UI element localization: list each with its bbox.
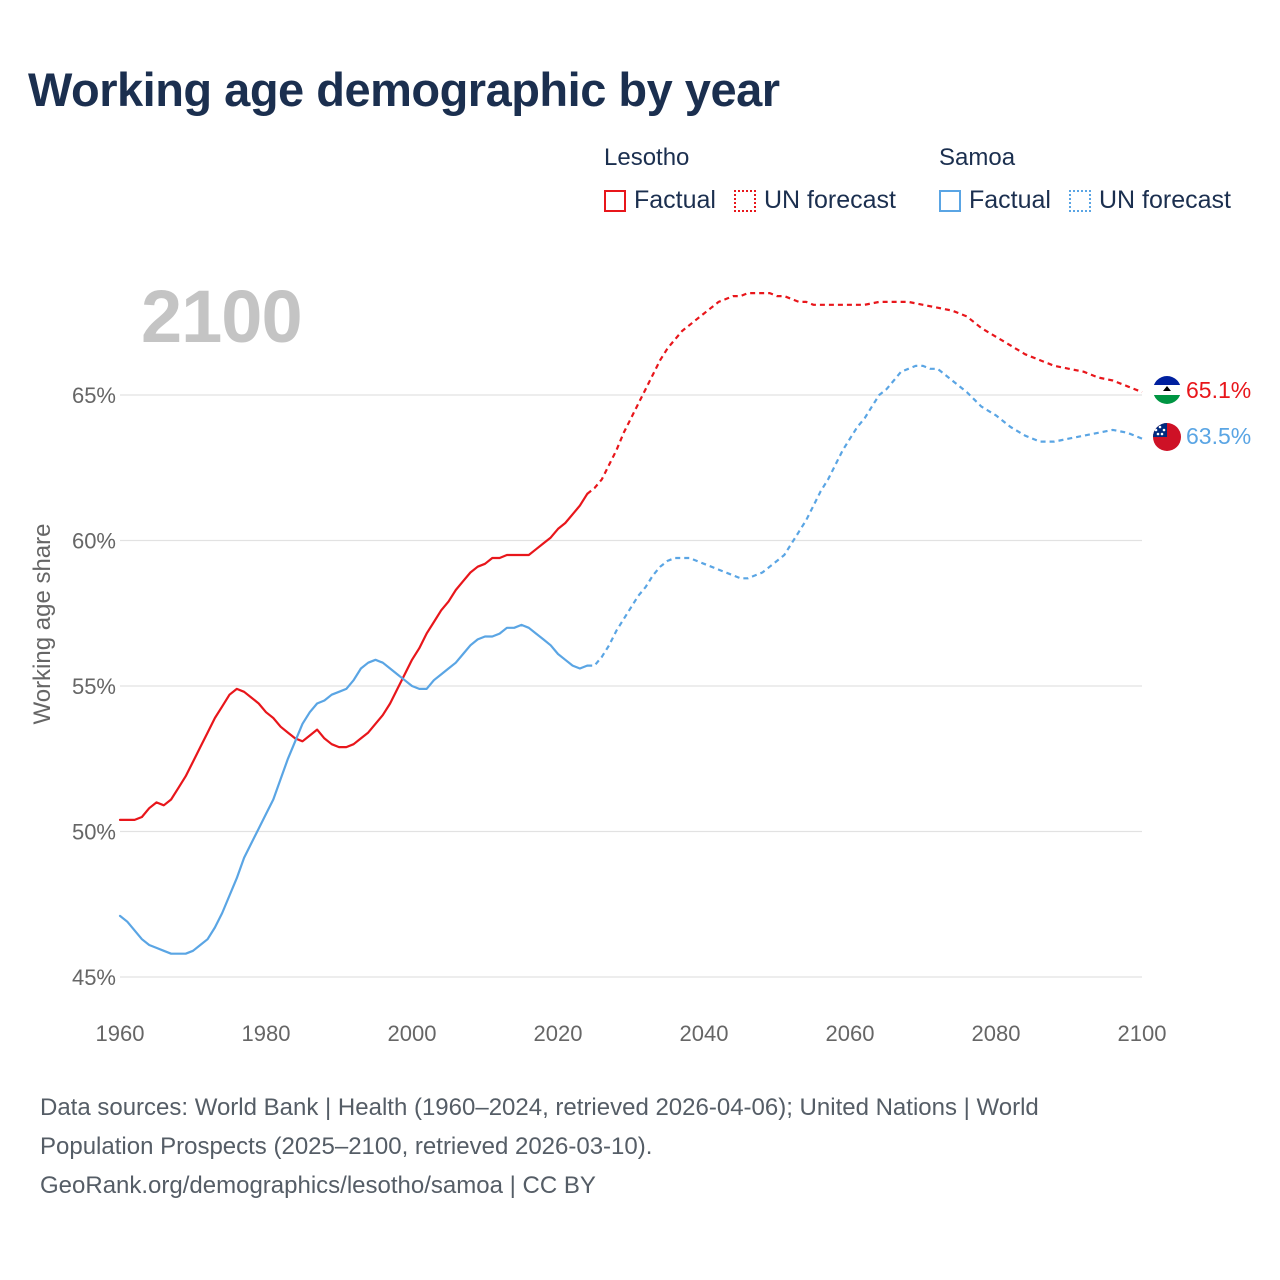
legend-samoa-factual[interactable]: Factual — [939, 186, 1051, 215]
legend-group-samoa: Samoa Factual UN forecast — [939, 144, 1231, 215]
x-tick-label: 2100 — [1118, 1021, 1167, 1046]
x-tick-label: 2060 — [826, 1021, 875, 1046]
legend-country-lesotho: Lesotho — [604, 144, 690, 171]
legend-label: Factual — [634, 186, 716, 214]
series-line-lesotho-forecast[interactable] — [586, 292, 1143, 495]
legend-label: Factual — [969, 186, 1051, 214]
legend-label: UN forecast — [763, 186, 896, 214]
sources-link[interactable]: GeoRank.org/demographics/lesotho/samoa |… — [40, 1172, 596, 1199]
legend-lesotho-factual[interactable]: Factual — [604, 186, 716, 215]
legend-samoa-forecast[interactable]: UN forecast — [1068, 186, 1231, 215]
x-tick-label: 2080 — [972, 1021, 1021, 1046]
samoa-flag-icon — [1153, 423, 1181, 451]
samoa-end-label: 63.5% — [1186, 423, 1251, 449]
data-sources: Data sources: World Bank | Health (1960–… — [40, 1088, 1240, 1205]
x-tick-label: 1980 — [242, 1021, 291, 1046]
legend-group-lesotho: Lesotho Factual UN forecast — [604, 144, 914, 215]
chart-title: Working age demographic by year — [28, 63, 780, 116]
y-axis-label: Working age share — [29, 524, 56, 725]
series-line-lesotho-factual[interactable] — [118, 492, 589, 821]
x-tick-label: 2000 — [388, 1021, 437, 1046]
legend-swatch-dotted-icon — [1068, 189, 1091, 212]
line-chart: 2100 Working age share 45% 50% 55% 60% 65% 19… — [29, 275, 1251, 1046]
lesotho-end-label: 65.1% — [1186, 377, 1251, 403]
series-line-samoa-factual[interactable] — [118, 623, 589, 955]
legend-country-samoa: Samoa — [939, 144, 1016, 171]
legend-swatch-solid-icon — [939, 189, 961, 212]
x-tick-label: 2040 — [680, 1021, 729, 1046]
legend-swatch-solid-icon — [604, 189, 626, 212]
year-watermark: 2100 — [141, 275, 302, 358]
x-tick-label: 2020 — [534, 1021, 583, 1046]
legend-swatch-dotted-icon — [733, 189, 756, 212]
lesotho-flag-icon — [1153, 376, 1181, 404]
legend-lesotho-forecast[interactable]: UN forecast — [733, 186, 896, 215]
legend-label: UN forecast — [1098, 186, 1231, 214]
sources-line: Population Prospects (2025–2100, retriev… — [40, 1133, 653, 1160]
y-tick-label: 60% — [72, 529, 116, 554]
y-tick-label: 55% — [72, 674, 116, 699]
y-tick-label: 65% — [72, 383, 116, 408]
y-tick-label: 50% — [72, 820, 116, 845]
sources-line: Data sources: World Bank | Health (1960–… — [40, 1094, 1039, 1121]
y-tick-label: 45% — [72, 965, 116, 990]
x-tick-label: 1960 — [96, 1021, 145, 1046]
series-line-samoa-forecast[interactable] — [587, 364, 1143, 667]
